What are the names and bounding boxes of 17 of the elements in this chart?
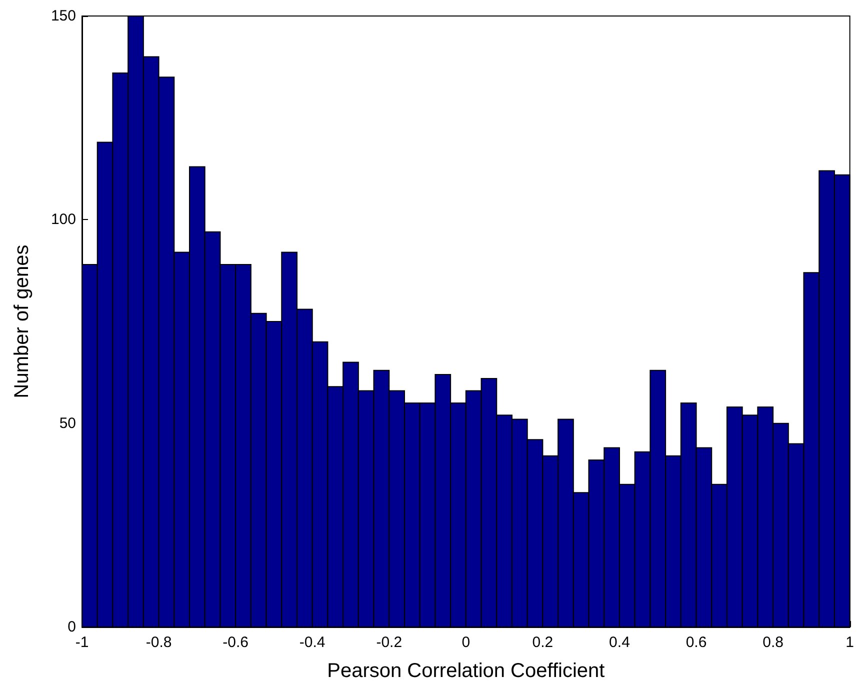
x-tick-label: 0.2 — [532, 634, 554, 651]
y-tick-label: 50 — [59, 414, 76, 432]
x-tick-label: -0.2 — [376, 634, 402, 651]
y-tick-label: 150 — [50, 8, 76, 24]
x-tick-label: -0.6 — [222, 634, 248, 651]
x-tick-label: 0 — [462, 634, 470, 651]
y-axis-title: Number of genes — [11, 244, 33, 398]
x-tick-label: -0.8 — [146, 634, 172, 651]
y-tick-label: 100 — [50, 211, 76, 228]
x-axis-title: Pearson Correlation Coefficient — [327, 660, 606, 682]
x-tick-label: 0.8 — [762, 634, 784, 651]
x-tick-label: 0.6 — [686, 634, 707, 651]
x-tick-label: 1 — [846, 634, 854, 651]
x-tick-label: -1 — [75, 634, 89, 651]
x-tick-label: -0.4 — [299, 634, 326, 651]
x-tick-label: 0.4 — [609, 634, 630, 651]
y-tick-label: 0 — [68, 618, 76, 636]
